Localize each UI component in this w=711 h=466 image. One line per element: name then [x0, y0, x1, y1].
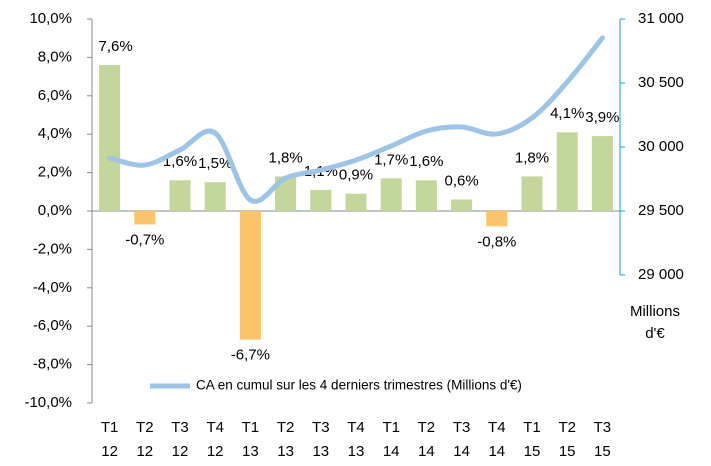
x-tick-label: 15 — [524, 443, 541, 460]
bar — [521, 176, 543, 211]
bar — [415, 180, 437, 211]
x-tick-label: T4 — [206, 419, 224, 436]
bar — [134, 211, 156, 225]
y2-tick-label: 30 500 — [638, 74, 684, 91]
x-tick-label: 13 — [312, 443, 329, 460]
bar — [169, 180, 191, 211]
legend-label: CA en cumul sur les 4 derniers trimestre… — [196, 378, 522, 393]
y-tick-label: 6,0% — [38, 87, 72, 104]
data-label: 1,6% — [163, 153, 197, 170]
data-label: 1,8% — [515, 149, 549, 166]
data-label: 1,7% — [374, 151, 408, 168]
x-tick-label: 12 — [172, 443, 189, 460]
bar — [345, 193, 367, 211]
data-label: 1,6% — [409, 153, 443, 170]
y2-tick-label: 29 000 — [638, 266, 684, 283]
data-label: 0,9% — [339, 167, 373, 184]
y-tick-label: 8,0% — [38, 48, 72, 65]
x-tick-label: T2 — [558, 419, 576, 436]
bar — [486, 211, 508, 227]
x-tick-label: T2 — [277, 419, 295, 436]
y2-tick-label: 30 000 — [638, 138, 684, 155]
x-tick-label: 12 — [207, 443, 224, 460]
y2-axis-label: d'€ — [645, 325, 665, 342]
bar — [591, 136, 613, 211]
y-tick-label: -8,0% — [33, 356, 72, 373]
y-tick-label: -10,0% — [24, 394, 72, 411]
x-tick-label: T2 — [136, 419, 154, 436]
data-label: 3,9% — [585, 109, 619, 126]
bar — [239, 211, 261, 340]
bar — [451, 199, 473, 211]
y-tick-label: 2,0% — [38, 164, 72, 181]
x-tick-label: 14 — [383, 443, 400, 460]
y-tick-label: 4,0% — [38, 125, 72, 142]
bar — [204, 182, 226, 211]
data-label: -6,7% — [231, 347, 270, 364]
data-label: 1,8% — [268, 149, 302, 166]
bar — [275, 176, 297, 211]
x-tick-label: T4 — [488, 419, 506, 436]
x-tick-label: 14 — [418, 443, 435, 460]
y2-axis-label: Millions — [630, 303, 680, 320]
bar — [556, 132, 578, 211]
x-tick-label: T1 — [523, 419, 541, 436]
x-tick-label: T1 — [382, 419, 400, 436]
x-tick-label: T1 — [101, 419, 119, 436]
x-tick-label: T1 — [242, 419, 260, 436]
x-tick-label: 13 — [242, 443, 259, 460]
data-label: 1,5% — [198, 155, 232, 172]
data-label: 4,1% — [550, 105, 584, 122]
line — [107, 35, 605, 204]
y-tick-label: 10,0% — [29, 10, 72, 27]
bar — [380, 178, 402, 211]
x-tick-label: 13 — [348, 443, 365, 460]
x-tick-label: 15 — [594, 443, 611, 460]
data-label: 7,6% — [98, 38, 132, 55]
data-label: 0,6% — [444, 172, 478, 189]
y-tick-label: -4,0% — [33, 279, 72, 296]
x-tick-label: 13 — [277, 443, 294, 460]
x-tick-label: 12 — [101, 443, 118, 460]
y2-tick-label: 31 000 — [638, 10, 684, 27]
y-tick-label: -6,0% — [33, 317, 72, 334]
bar — [310, 189, 332, 211]
data-label: -0,7% — [125, 231, 164, 248]
y-tick-label: 0,0% — [38, 202, 72, 219]
x-tick-label: 12 — [136, 443, 153, 460]
x-tick-label: T4 — [347, 419, 365, 436]
x-tick-label: T3 — [171, 419, 189, 436]
x-tick-label: 14 — [453, 443, 470, 460]
y-tick-label: -2,0% — [33, 240, 72, 257]
x-tick-label: T3 — [594, 419, 612, 436]
data-label: -0,8% — [477, 233, 516, 250]
x-tick-label: 15 — [559, 443, 576, 460]
x-tick-label: T3 — [312, 419, 330, 436]
bar — [99, 65, 121, 211]
x-tick-label: T2 — [418, 419, 436, 436]
y2-tick-label: 29 500 — [638, 202, 684, 219]
x-tick-label: T3 — [453, 419, 471, 436]
x-tick-label: 14 — [488, 443, 505, 460]
